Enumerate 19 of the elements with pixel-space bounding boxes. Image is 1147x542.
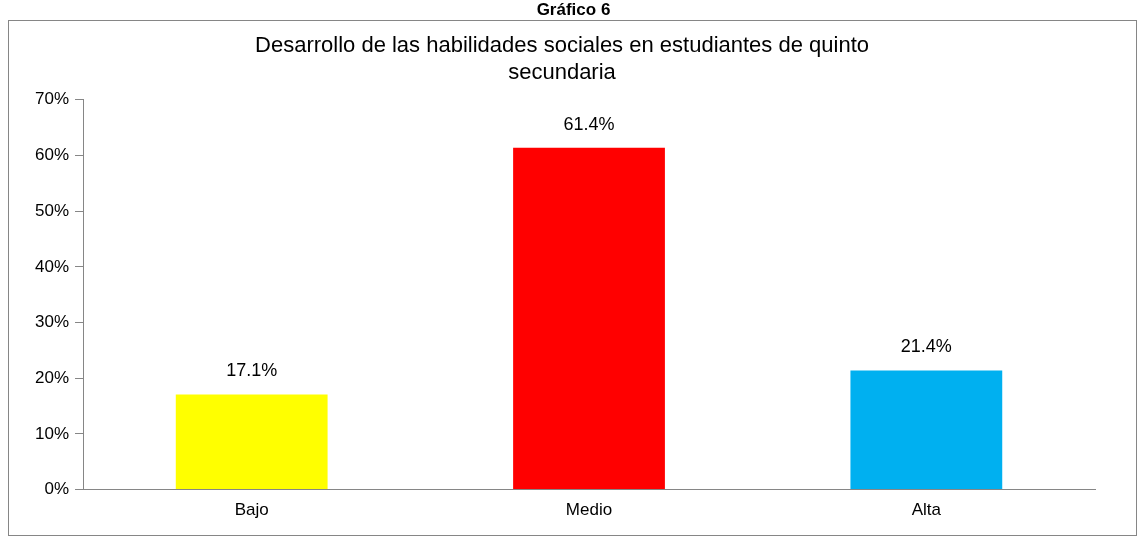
data-label: 21.4% xyxy=(900,336,952,357)
y-tick-label: 70% xyxy=(34,89,70,109)
y-tick-label: 0% xyxy=(44,479,70,499)
y-tick-label: 20% xyxy=(34,367,70,387)
x-tick-label: Medio xyxy=(565,500,613,520)
bar xyxy=(850,370,1003,490)
chart-title: Gráfico 6 xyxy=(535,0,612,20)
bar xyxy=(175,394,328,490)
y-tick-label: 60% xyxy=(34,145,70,165)
chart-subtitle: Desarrollo de las habilidades sociales en estudiantes de quinto secundaria xyxy=(255,32,869,84)
bar xyxy=(513,147,665,490)
y-tick-label: 30% xyxy=(34,312,70,332)
y-tick-label: 50% xyxy=(34,200,70,220)
y-tick-label: 10% xyxy=(34,423,70,443)
y-tick-label: 40% xyxy=(34,256,70,276)
x-tick-label: Bajo xyxy=(234,500,269,520)
x-tick-label: Alta xyxy=(911,500,942,520)
data-label: 61.4% xyxy=(563,113,615,134)
data-label: 17.1% xyxy=(226,360,278,381)
